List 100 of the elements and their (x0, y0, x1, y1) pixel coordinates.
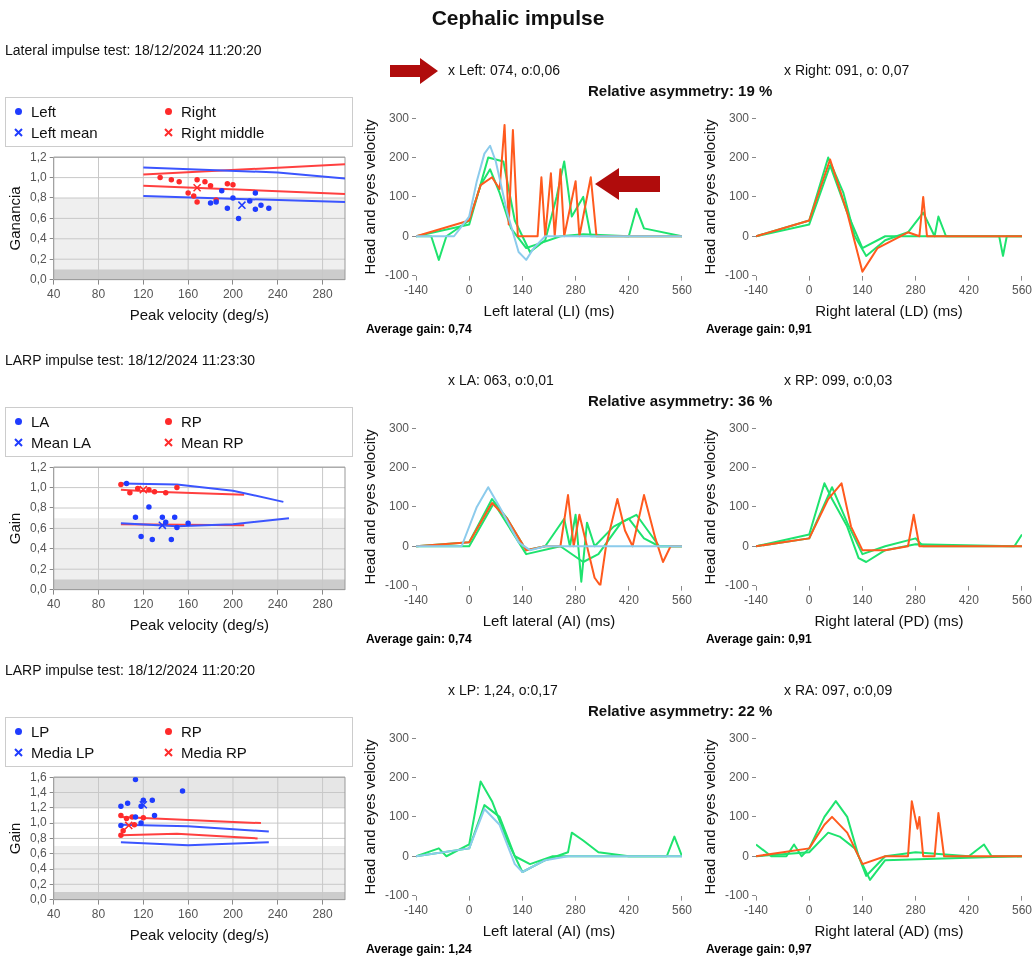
x-tick-label: -140 (744, 903, 769, 918)
y-tick-label: -100 (384, 577, 410, 592)
x-tick-label: 280 (312, 287, 333, 302)
y-tick-label: 200 (388, 149, 410, 164)
text: Average gain: 0,74 (366, 322, 472, 336)
text: Average gain: 0,91 (706, 322, 812, 336)
x-tick-label: 420 (958, 283, 980, 298)
x-tick-label: 120 (133, 597, 154, 612)
x-tick-label: 80 (91, 597, 106, 612)
y-tick-label: 0,6 (29, 520, 47, 535)
x-tick-label: 420 (618, 593, 640, 608)
y-tick-label: 0,6 (29, 846, 47, 861)
x-tick-label: 80 (91, 287, 106, 302)
x-tick-label: 140 (852, 903, 873, 918)
text: Average gain: 1,24 (366, 942, 472, 956)
y-tick-label: 1,2 (29, 800, 47, 815)
y-tick-label: 0,2 (29, 561, 47, 576)
y-tick-label: 200 (388, 769, 410, 784)
chart-subtitle: x Left: 074, o:0,06 (448, 62, 561, 78)
y-tick-label: 100 (388, 189, 410, 204)
y-tick-label: 100 (388, 809, 410, 824)
y-tick-label: 0,4 (29, 231, 47, 246)
y-tick-label: 300 (728, 420, 750, 435)
x-tick-label: 120 (133, 287, 154, 302)
x-tick-label: 560 (671, 593, 693, 608)
y-tick-label: 0 (402, 538, 410, 553)
x-tick-label: 280 (905, 283, 926, 298)
y-tick-label: 0,4 (29, 541, 47, 556)
y-tick-label: 200 (728, 149, 750, 164)
x-tick-label: 0 (465, 593, 473, 608)
x-axis-title: Left lateral (AI) (ms) (482, 922, 616, 940)
legend-label: Right (181, 103, 217, 120)
y-tick-label: 100 (388, 499, 410, 514)
text: Average gain: 0,74 (366, 632, 472, 646)
x-tick-label: 140 (512, 593, 533, 608)
x-tick-label: 420 (618, 903, 640, 918)
y-tick-label: 1,4 (29, 784, 47, 799)
x-axis-title: Left lateral (AI) (ms) (482, 612, 616, 630)
y-tick-label: -100 (724, 577, 750, 592)
legend-label: Mean LA (31, 434, 92, 451)
x-tick-label: 160 (178, 287, 199, 302)
y-tick-label: 0,0 (29, 271, 47, 286)
y-tick-label: 1,6 (29, 769, 47, 784)
chart-title: Relative asymmetry: 36 % (588, 392, 773, 409)
x-tick-label: 560 (1011, 903, 1033, 918)
y-tick-label: 200 (728, 459, 750, 474)
x-axis-title: Right lateral (LD) (ms) (815, 302, 963, 320)
legend-label: Right middle (181, 124, 265, 141)
x-tick-label: 40 (47, 287, 61, 302)
x-axis-title: Left lateral (LI) (ms) (483, 302, 615, 320)
y-tick-label: 200 (388, 459, 410, 474)
y-tick-label: 0,6 (29, 210, 47, 225)
y-axis-title: Gain (6, 512, 24, 545)
x-tick-label: -140 (744, 593, 769, 608)
y-tick-label: 100 (728, 499, 750, 514)
chart-title: Lateral impulse test: 18/12/2024 11:20:20 (5, 42, 262, 58)
x-tick-label: 280 (905, 903, 926, 918)
x-tick-label: -140 (404, 283, 429, 298)
y-tick-label: 300 (728, 730, 750, 745)
y-tick-label: 1,0 (29, 169, 47, 184)
y-axis-title: Head and eyes velocity (361, 428, 379, 585)
y-tick-label: 1,2 (29, 149, 47, 164)
chart-subtitle: x LP: 1,24, o:0,17 (448, 682, 558, 698)
y-tick-label: 0,4 (29, 861, 47, 876)
chart-title: LARP impulse test: 18/12/2024 11:20:20 (5, 662, 256, 678)
x-axis-title: Right lateral (AD) (ms) (814, 922, 964, 940)
y-tick-label: 1,0 (29, 479, 47, 494)
x-tick-label: 200 (222, 907, 244, 922)
y-tick-label: 300 (388, 730, 410, 745)
x-tick-label: 140 (852, 283, 873, 298)
x-tick-label: 240 (267, 597, 289, 612)
x-tick-label: 420 (958, 903, 980, 918)
y-axis-title: Gain (6, 822, 24, 855)
x-tick-label: 0 (465, 903, 473, 918)
x-tick-label: 240 (267, 907, 289, 922)
text: Average gain: 0,97 (706, 942, 812, 956)
x-tick-label: 560 (1011, 283, 1033, 298)
x-tick-label: 120 (133, 907, 154, 922)
x-tick-label: 240 (267, 287, 289, 302)
x-tick-label: 0 (805, 283, 813, 298)
y-tick-label: 200 (728, 769, 750, 784)
legend-label: Media RP (181, 744, 247, 761)
x-tick-label: 140 (852, 593, 873, 608)
chart-subtitle: x RA: 097, o:0,09 (784, 682, 893, 698)
y-tick-label: 0 (742, 848, 750, 863)
chart-subtitle: x RP: 099, o:0,03 (784, 372, 893, 388)
x-axis-title: Peak velocity (deg/s) (129, 926, 269, 944)
x-tick-label: 80 (91, 907, 106, 922)
y-tick-label: -100 (724, 887, 750, 902)
y-tick-label: 0,0 (29, 581, 47, 596)
chart-title: LARP impulse test: 18/12/2024 11:23:30 (5, 352, 256, 368)
y-tick-label: 0 (402, 228, 410, 243)
y-axis-title: Head and eyes velocity (701, 738, 719, 895)
y-tick-label: -100 (724, 267, 750, 282)
x-tick-label: 160 (178, 597, 199, 612)
x-tick-label: 280 (312, 907, 333, 922)
y-tick-label: 0 (742, 228, 750, 243)
y-tick-label: 1,0 (29, 815, 47, 830)
x-tick-label: 420 (618, 283, 640, 298)
legend-label: LP (31, 723, 50, 740)
